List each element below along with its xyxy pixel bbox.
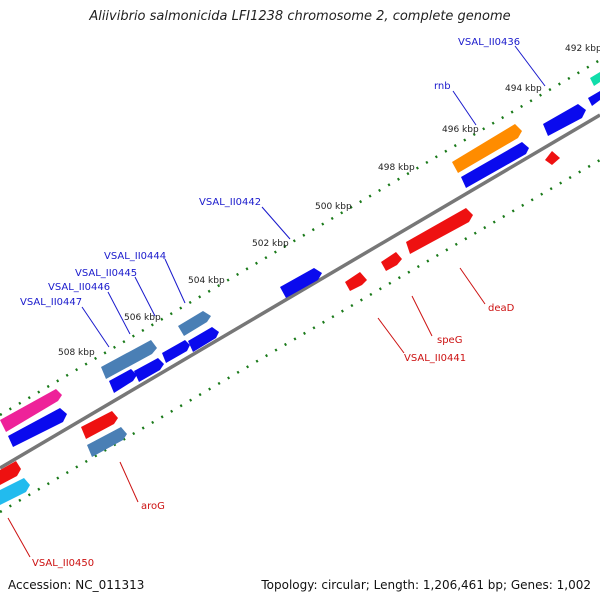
- scale-label-494: 494 kbp: [505, 84, 542, 94]
- lower-tick-track: [0, 158, 600, 514]
- gene-red-2: [0, 461, 21, 485]
- scale-label-500: 500 kbp: [315, 202, 352, 212]
- upper-tick-track: [0, 58, 600, 417]
- gene-red-speG: [381, 252, 402, 271]
- scale-label-504: 504 kbp: [188, 276, 225, 286]
- accession-text: Accession: NC_011313: [8, 578, 145, 592]
- gene-red-II0441: [345, 272, 367, 291]
- gene-blue-1: [588, 91, 600, 106]
- topology-text: Topology: circular; Length: 1,206,461 bp…: [261, 578, 591, 592]
- scale-labels: 492 kbp 494 kbp 496 kbp 498 kbp 500 kbp …: [58, 44, 600, 358]
- gene-blue-2: [543, 104, 586, 136]
- reverse-genes: [0, 151, 560, 505]
- scale-label-496: 496 kbp: [442, 125, 479, 135]
- map-title: Aliivibrio salmonicida LFI1238 chromosom…: [89, 9, 511, 24]
- gene-label-VSAL_II0446: VSAL_II0446: [48, 282, 110, 293]
- gene-label-deaD: deaD: [488, 303, 515, 314]
- gene-steel-II0444: [178, 311, 211, 336]
- gene-labels-reverse: deaD speG VSAL_II0441 aroG VSAL_II0450: [32, 303, 515, 569]
- gene-label-aroG: aroG: [141, 501, 165, 512]
- gene-label-VSAL_II0436: VSAL_II0436: [458, 37, 520, 48]
- gene-magenta: [0, 389, 62, 432]
- gene-label-rnb: rnb: [434, 81, 451, 92]
- genome-backbone: [0, 113, 600, 470]
- gene-label-VSAL_II0442: VSAL_II0442: [199, 197, 261, 208]
- leader-lines: [7, 45, 546, 558]
- gene-labels-forward: VSAL_II0436 rnb VSAL_II0442 VSAL_II0444 …: [20, 37, 520, 308]
- gene-blue-3: [461, 142, 529, 188]
- forward-genes: [0, 72, 600, 447]
- gene-label-VSAL_II0445: VSAL_II0445: [75, 268, 137, 279]
- scale-label-498: 498 kbp: [378, 163, 415, 173]
- gene-orange-rnb: [452, 124, 522, 173]
- gene-red-aroG: [81, 411, 118, 439]
- gene-blue-8: [8, 408, 67, 447]
- scale-label-502: 502 kbp: [252, 239, 289, 249]
- gene-label-VSAL_II0441: VSAL_II0441: [404, 353, 466, 364]
- gene-label-speG: speG: [437, 335, 462, 346]
- gene-blue-II0442: [280, 268, 322, 298]
- gene-blue-5: [162, 340, 190, 363]
- gene-teal: [590, 72, 600, 86]
- scale-label-508: 508 kbp: [58, 348, 95, 358]
- scale-label-506: 506 kbp: [124, 313, 161, 323]
- gene-steel-II0445: [101, 340, 157, 379]
- gene-blue-4: [188, 327, 219, 352]
- gene-cyan-II0450: [0, 478, 30, 505]
- gene-label-VSAL_II0444: VSAL_II0444: [104, 251, 166, 262]
- gene-red-1: [545, 151, 560, 165]
- gene-blue-6: [134, 358, 164, 382]
- gene-label-VSAL_II0450: VSAL_II0450: [32, 558, 94, 569]
- gene-red-deaD: [406, 208, 473, 254]
- scale-label-492: 492 kbp: [565, 44, 600, 54]
- gene-steel-2: [87, 427, 127, 457]
- gene-blue-7: [109, 369, 137, 393]
- gene-label-VSAL_II0447: VSAL_II0447: [20, 297, 82, 308]
